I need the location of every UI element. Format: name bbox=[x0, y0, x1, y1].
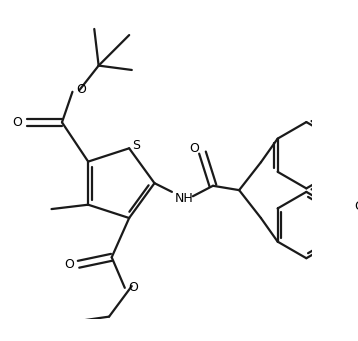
Text: S: S bbox=[132, 139, 140, 152]
Text: O: O bbox=[64, 258, 74, 271]
Text: O: O bbox=[354, 200, 358, 213]
Text: O: O bbox=[129, 281, 139, 294]
Text: O: O bbox=[76, 83, 86, 96]
Text: O: O bbox=[13, 116, 23, 129]
Text: O: O bbox=[189, 142, 199, 155]
Text: NH: NH bbox=[175, 192, 194, 205]
